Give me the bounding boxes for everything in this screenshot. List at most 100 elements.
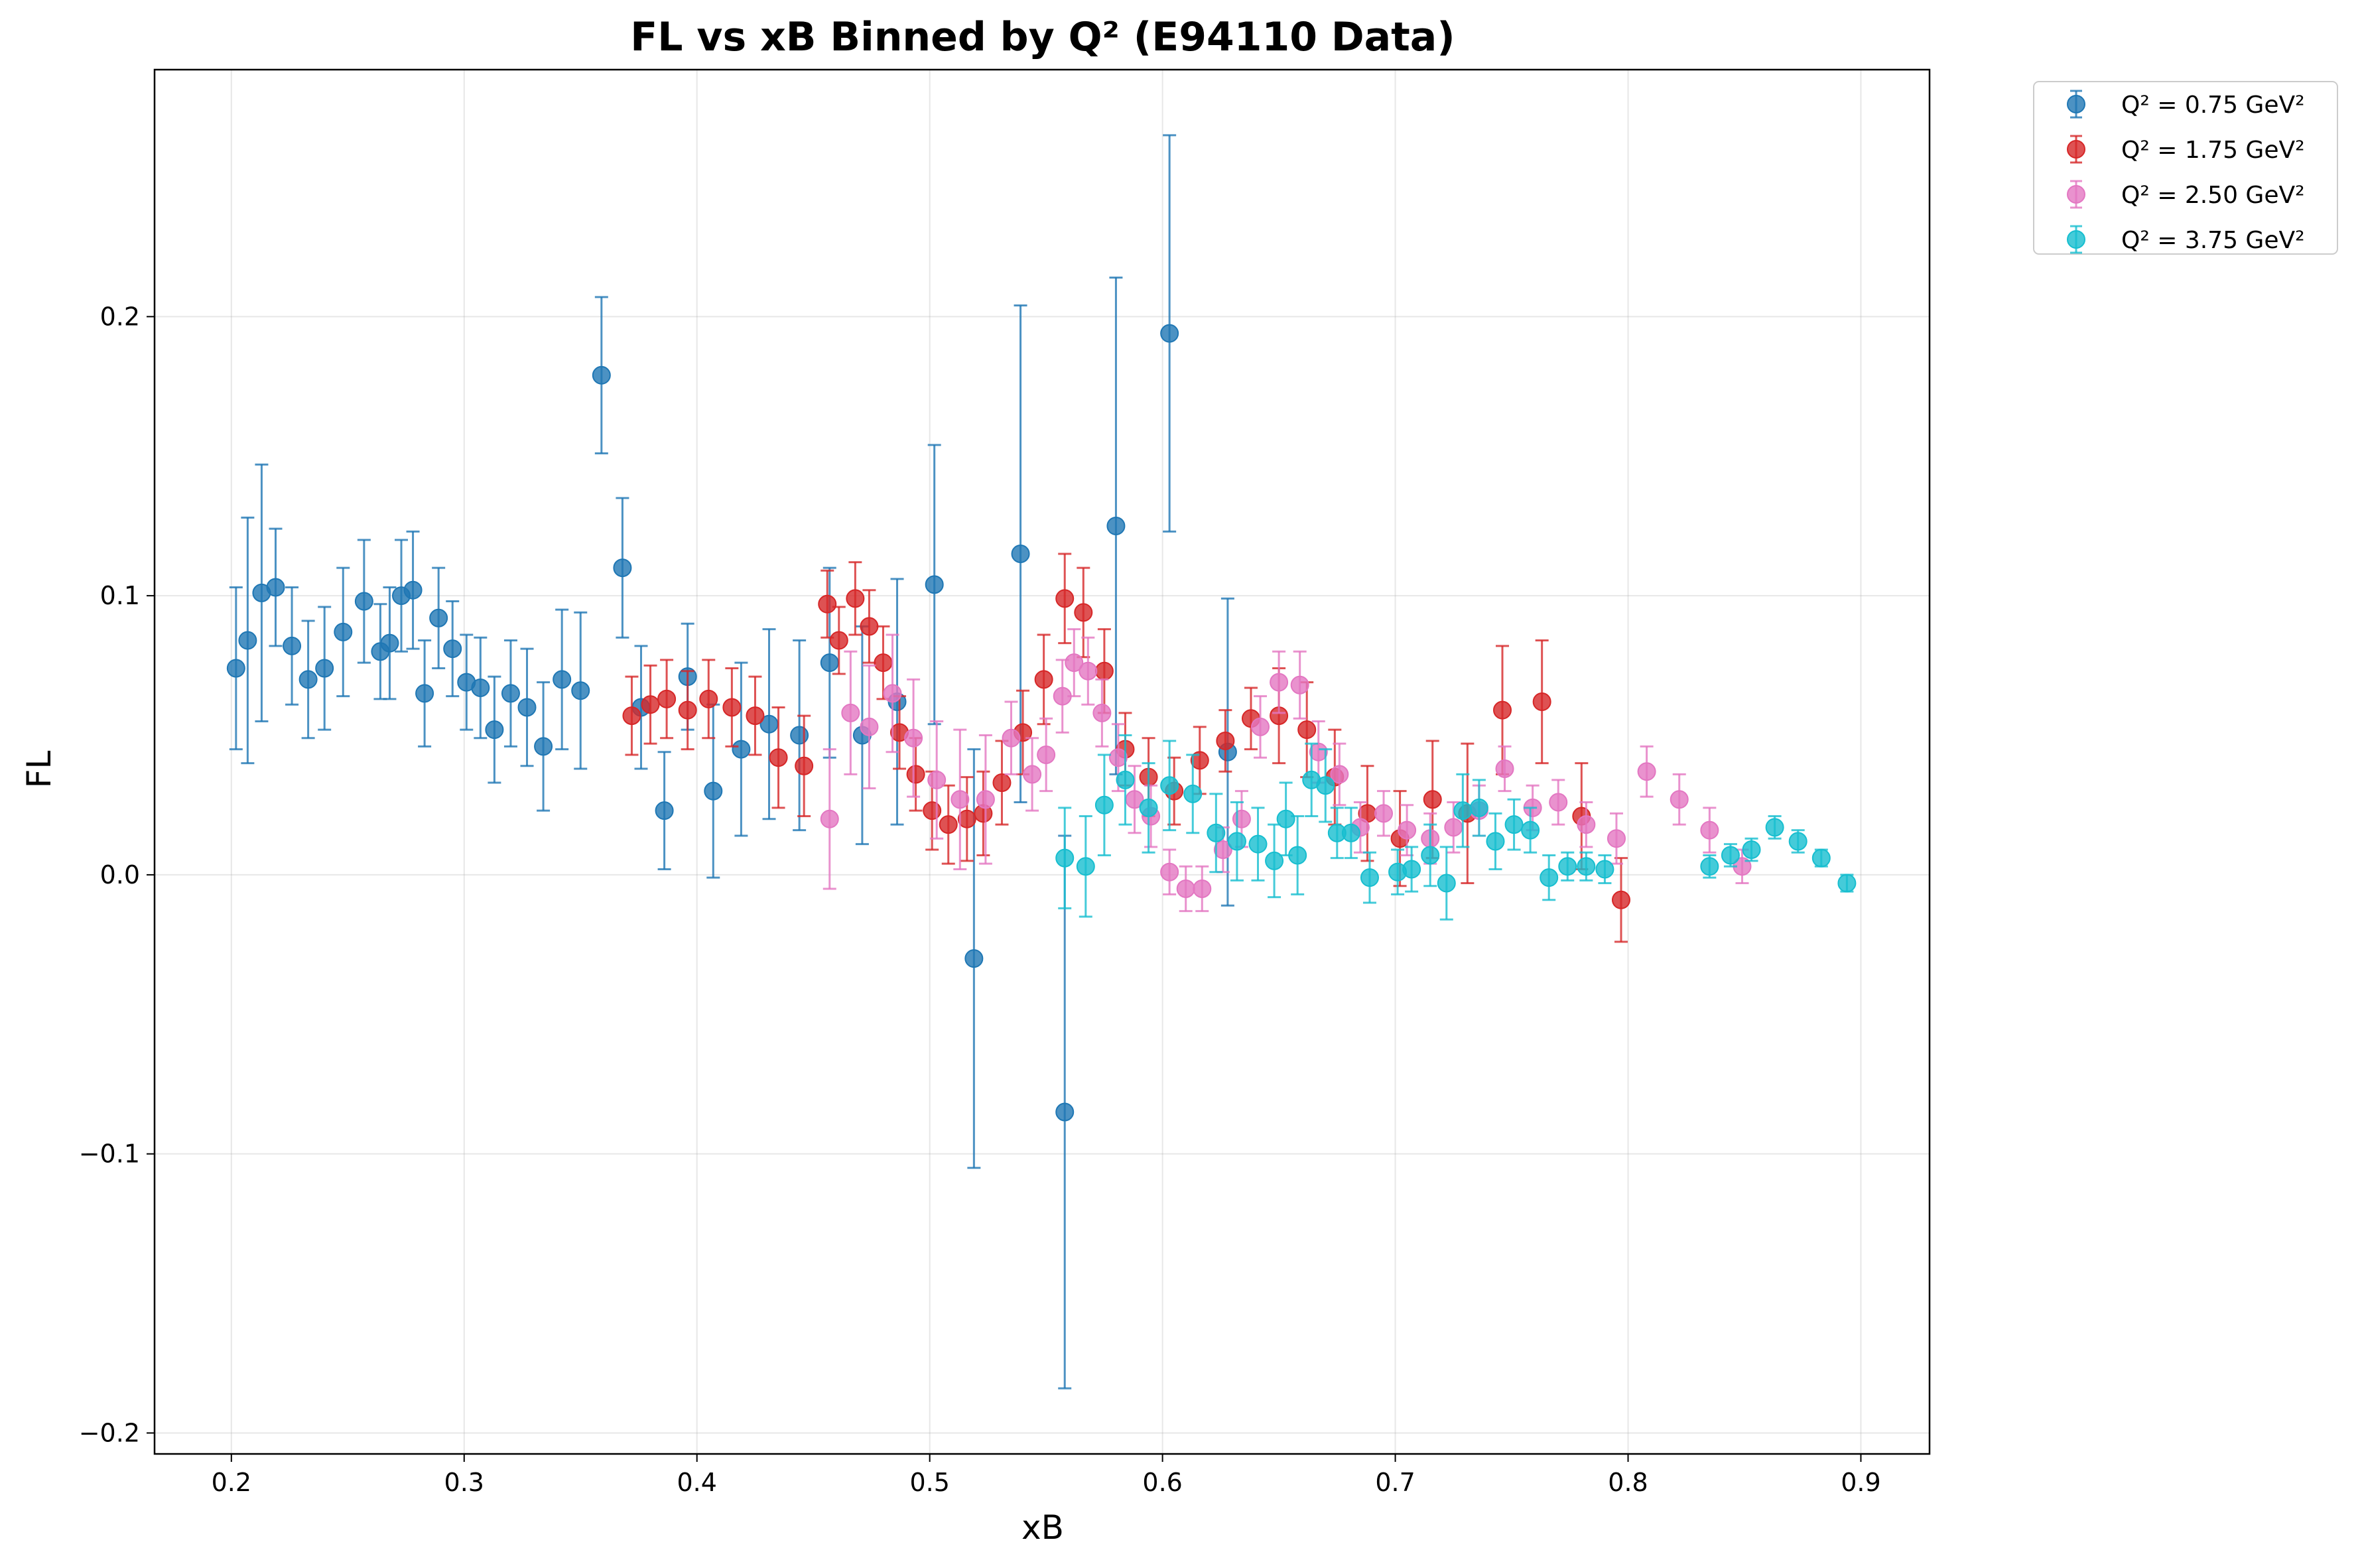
data-point (443, 639, 462, 659)
data-point (1207, 823, 1226, 842)
series-2 (622, 553, 1630, 943)
data-point (1160, 324, 1179, 343)
data-point (1213, 840, 1232, 860)
x-tick-label: 0.7 (1375, 1468, 1415, 1497)
data-point (1276, 809, 1295, 828)
data-point (951, 790, 970, 809)
data-point (1076, 857, 1095, 876)
y-tick-label: 0.0 (100, 860, 140, 889)
data-point (1074, 603, 1093, 622)
data-point (1055, 1102, 1075, 1122)
data-point (534, 737, 553, 756)
data-point (553, 670, 572, 689)
data-point (883, 684, 902, 703)
data-point (1193, 879, 1212, 898)
data-point (790, 726, 809, 745)
data-point (678, 700, 697, 720)
data-point (874, 653, 893, 673)
data-point (1037, 745, 1056, 764)
data-point (769, 748, 788, 767)
legend-entry: Q² = 3.75 GeV² (2067, 225, 2305, 254)
x-tick-label: 0.8 (1608, 1468, 1648, 1497)
data-point (1251, 717, 1270, 736)
data-point (1398, 820, 1417, 840)
data-point (380, 633, 399, 653)
legend-label: Q² = 2.50 GeV² (2121, 182, 2305, 209)
data-point (1453, 801, 1473, 820)
legend-marker (2067, 95, 2085, 113)
data-point (1160, 776, 1179, 795)
data-point (655, 801, 674, 820)
data-point (820, 653, 839, 673)
data-point (1437, 874, 1456, 893)
grid-layer (155, 70, 1930, 1454)
data-point (1837, 874, 1857, 893)
data-point (354, 592, 373, 611)
data-point (1248, 834, 1268, 854)
data-point (1595, 860, 1614, 879)
data-point (1290, 675, 1309, 694)
data-point (613, 558, 632, 578)
data-point (1444, 818, 1463, 837)
data-point (1607, 829, 1626, 848)
data-point (1421, 846, 1440, 865)
data-point (1341, 823, 1360, 842)
data-point (1183, 784, 1203, 803)
data-point (841, 703, 860, 722)
x-tick-label: 0.6 (1142, 1468, 1182, 1497)
data-point (1216, 731, 1235, 750)
data-point (238, 631, 257, 650)
data-point (904, 728, 923, 748)
data-point (1092, 703, 1112, 722)
tick-layer: 0.2 0.3 0.4 0.5 0.6 0.7 0.8 0.9 −0.2 −0.1 0.0 0.1 0.… (79, 302, 1881, 1497)
data-point (1402, 860, 1421, 879)
data-point (1611, 890, 1630, 909)
data-point (501, 684, 520, 703)
data-point (1116, 770, 1135, 789)
data-point (1023, 765, 1042, 784)
data-point (818, 594, 837, 614)
data-point (226, 659, 245, 678)
data-point (1330, 765, 1349, 784)
data-point (1160, 862, 1179, 882)
data-point (1176, 879, 1195, 898)
data-point (1521, 820, 1540, 840)
x-axis-label: xB (1021, 1508, 1064, 1547)
data-point (1721, 846, 1740, 865)
data-point (1034, 670, 1053, 689)
data-point (1309, 742, 1328, 761)
plot-frame (153, 68, 1931, 1455)
data-point (1360, 868, 1379, 887)
data-point (1374, 804, 1394, 823)
legend-entry: Q² = 0.75 GeV² (2067, 90, 2305, 119)
data-point (1270, 673, 1289, 692)
data-point (923, 801, 942, 820)
data-point (1055, 848, 1075, 868)
data-point (334, 622, 353, 641)
data-point (1637, 762, 1656, 781)
x-tick-label: 0.4 (677, 1468, 716, 1497)
data-point (1108, 748, 1128, 767)
data-point (1811, 848, 1831, 868)
data-point (298, 670, 318, 689)
data-point (1055, 589, 1075, 608)
data-point (722, 698, 742, 717)
data-point (1316, 776, 1335, 795)
data-point (592, 365, 611, 385)
data-point (1700, 857, 1719, 876)
data-point (1094, 661, 1114, 681)
data-point (283, 636, 302, 655)
data-point (795, 756, 814, 775)
data-point (1065, 653, 1084, 673)
data-point (1549, 793, 1568, 812)
data-point (1139, 798, 1158, 817)
data-point (1532, 692, 1551, 712)
legend-marker (2067, 140, 2085, 159)
data-point (1106, 516, 1126, 535)
data-point (1002, 728, 1021, 748)
data-point (1558, 857, 1577, 876)
data-point (622, 706, 641, 726)
data-point (1232, 809, 1251, 828)
data-point (992, 773, 1012, 793)
